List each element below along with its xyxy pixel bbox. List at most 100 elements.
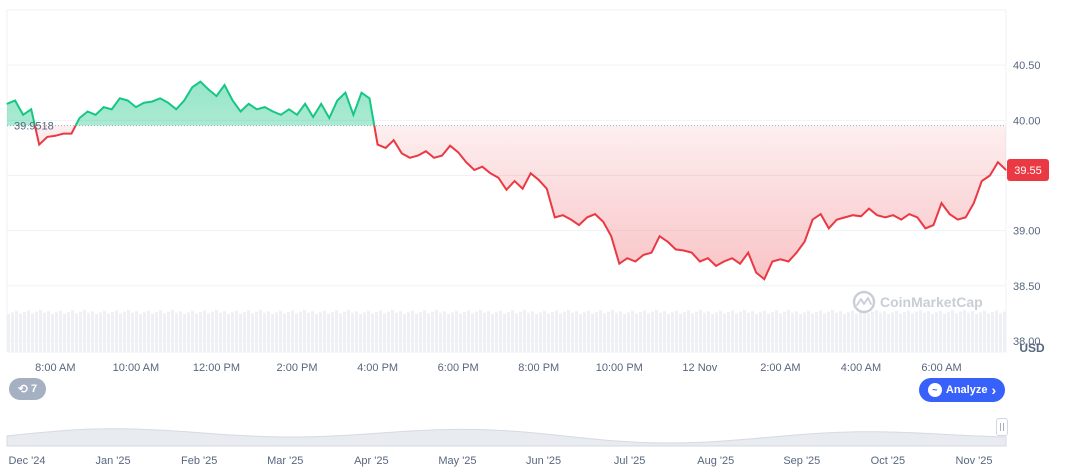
data-point	[296, 114, 298, 116]
volume-bar	[415, 313, 418, 352]
volume-bar	[703, 312, 706, 352]
volume-bar	[759, 312, 762, 352]
volume-bar	[167, 311, 170, 352]
volume-bar	[147, 310, 150, 352]
volume-bar	[95, 314, 98, 352]
volume-bar	[279, 310, 282, 352]
volume-bar	[607, 311, 610, 352]
data-point	[352, 114, 355, 116]
volume-bar	[183, 314, 186, 352]
volume-bar	[363, 312, 366, 352]
data-point	[876, 214, 878, 216]
data-point	[981, 180, 983, 182]
data-point	[497, 177, 500, 179]
volume-bar	[447, 314, 450, 352]
volume-bar	[23, 312, 26, 352]
volume-bar	[627, 312, 630, 352]
data-point	[973, 202, 975, 204]
volume-bar	[43, 312, 46, 352]
volume-bar	[399, 311, 402, 352]
volume-bar	[815, 312, 818, 352]
volume-bar	[103, 310, 106, 352]
volume-bar	[199, 312, 202, 352]
x-tick-label: 4:00 AM	[841, 362, 881, 374]
data-point	[457, 151, 459, 153]
analyze-button[interactable]: ~ Analyze ›	[919, 378, 1005, 402]
volume-bar	[927, 311, 930, 352]
volume-bar	[355, 311, 358, 352]
volume-bar	[699, 310, 702, 352]
volume-bar	[511, 310, 514, 352]
volume-bar	[647, 313, 650, 352]
volume-bar	[187, 312, 190, 352]
data-point	[949, 213, 951, 215]
x-tick-label: 12 Nov	[682, 362, 717, 374]
volume-bar	[631, 310, 634, 352]
watermark: CoinMarketCap	[852, 290, 983, 314]
volume-bar	[931, 314, 934, 352]
volume-bar	[15, 310, 18, 352]
volume-bar	[407, 312, 410, 352]
data-point	[425, 150, 427, 152]
volume-bar	[695, 311, 698, 352]
volume-bar	[27, 310, 30, 352]
data-point	[908, 213, 910, 215]
volume-bar	[227, 314, 230, 352]
volume-bar	[659, 312, 662, 352]
history-chip[interactable]: ⟲ 7	[9, 378, 46, 400]
data-point	[207, 88, 210, 91]
volume-bar	[343, 311, 346, 352]
volume-bar	[719, 310, 722, 352]
volume-bar	[915, 311, 918, 352]
volume-bar	[891, 312, 894, 352]
volume-bar	[99, 312, 102, 352]
volume-bar	[211, 311, 214, 352]
volume-bar	[215, 310, 218, 352]
volume-bar	[395, 312, 398, 352]
volume-bar	[935, 312, 938, 352]
data-point	[1005, 169, 1007, 171]
data-point	[54, 135, 56, 137]
volume-bar	[619, 311, 622, 352]
data-point	[481, 166, 483, 168]
data-point	[95, 114, 97, 116]
navigator-label: Jan '25	[96, 455, 131, 467]
volume-bar	[975, 314, 978, 352]
y-tick-label: 39.00	[1013, 226, 1041, 238]
volume-bar	[543, 310, 546, 352]
volume-bar	[743, 310, 746, 352]
volume-bar	[387, 311, 390, 352]
x-tick-label: 6:00 PM	[438, 362, 479, 374]
data-point	[30, 108, 32, 110]
x-tick-label: 10:00 AM	[113, 362, 159, 374]
volume-bar	[675, 310, 678, 352]
data-point	[675, 248, 677, 250]
x-tick-label: 12:00 PM	[193, 362, 240, 374]
volume-bar	[243, 312, 246, 352]
volume-bar	[123, 311, 126, 352]
data-point	[360, 92, 363, 94]
volume-bar	[715, 312, 718, 352]
volume-bar	[35, 311, 38, 352]
volume-bar	[531, 311, 534, 352]
volume-bar	[855, 313, 858, 352]
data-point	[183, 99, 185, 102]
data-point	[578, 224, 580, 226]
navigator-label: Jun '25	[526, 455, 561, 467]
volume-bar	[751, 311, 754, 352]
data-point	[280, 114, 282, 116]
volume-bar	[51, 314, 54, 352]
volume-bar	[323, 310, 326, 352]
volume-bar	[251, 313, 254, 352]
volume-bar	[311, 311, 314, 352]
navigator-handle[interactable]	[996, 418, 1008, 436]
data-point	[965, 216, 967, 219]
volume-bar	[903, 312, 906, 352]
data-point	[989, 174, 991, 177]
data-point	[884, 216, 886, 219]
volume-bar	[679, 313, 682, 352]
data-point	[465, 161, 467, 163]
data-point	[812, 219, 814, 221]
volume-bar	[571, 312, 574, 352]
